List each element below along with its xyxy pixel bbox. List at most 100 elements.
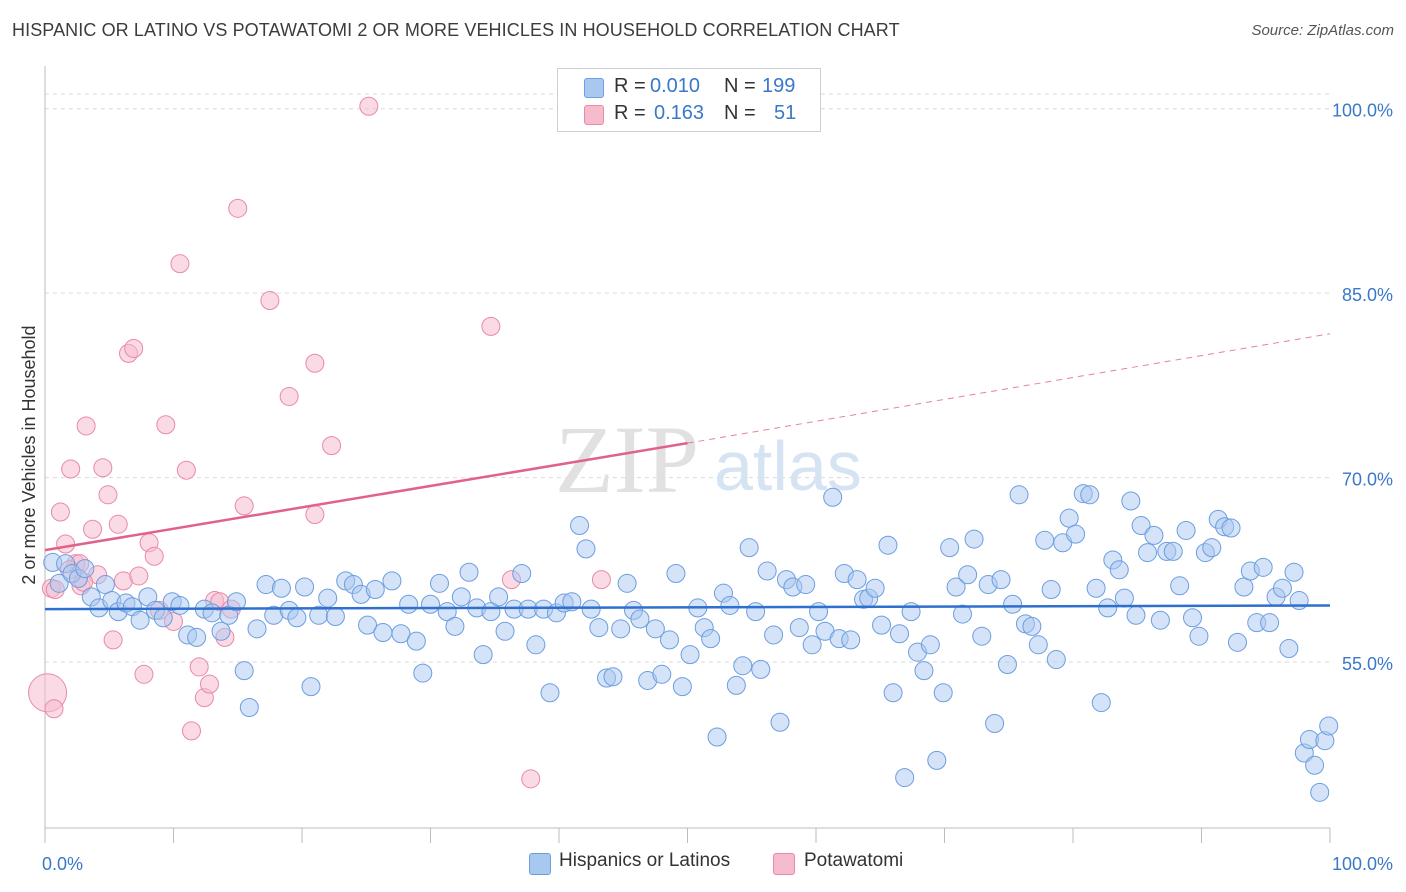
hispanic-point	[1227, 632, 1247, 652]
potawatomi-point	[176, 460, 196, 480]
hispanic-point	[603, 667, 623, 687]
potawatomi-point	[156, 415, 176, 435]
hispanic-point	[459, 562, 479, 582]
hispanic-point	[764, 625, 784, 645]
hispanic-point	[271, 578, 291, 598]
hispanic-point	[365, 579, 385, 599]
hispanic-point	[226, 592, 246, 612]
hispanic-point	[865, 578, 885, 598]
hispanic-point	[373, 623, 393, 643]
hispanic-point	[645, 619, 665, 639]
hispanic-point	[940, 538, 960, 558]
hispanic-point	[1279, 638, 1299, 658]
hispanic-point	[1080, 485, 1100, 505]
potawatomi-point	[189, 657, 209, 677]
potawatomi-point	[124, 338, 144, 358]
potawatomi-point	[305, 353, 325, 373]
hispanic-point	[429, 573, 449, 593]
potawatomi-point	[83, 519, 103, 539]
potawatomi-point	[521, 769, 541, 789]
legend-potawatomi-label: Potawatomi	[804, 850, 904, 871]
chart-title: HISPANIC OR LATINO VS POTAWATOMI 2 OR MO…	[12, 20, 900, 40]
potawatomi-point	[93, 458, 113, 478]
hispanic-point	[878, 535, 898, 555]
potawatomi-point	[103, 630, 123, 650]
potawatomi-point	[170, 254, 190, 274]
hispanic-point	[707, 727, 727, 747]
hispanic-point	[570, 516, 590, 536]
hispanic-point	[1126, 605, 1146, 625]
hispanic-point	[495, 621, 515, 641]
potawatomi-point	[50, 502, 70, 522]
hispanic-point	[666, 563, 686, 583]
hispanic-point	[920, 635, 940, 655]
r-value: 0.010	[650, 75, 701, 97]
hispanic-point	[841, 630, 861, 650]
hispanic-point	[739, 538, 759, 558]
hispanic-point	[512, 563, 532, 583]
hispanic-point	[1272, 578, 1292, 598]
hispanic-point	[382, 571, 402, 591]
hispanic-point	[701, 629, 721, 649]
hispanic-point	[1041, 579, 1061, 599]
potawatomi-swatch	[584, 105, 604, 125]
hispanic-point	[1253, 557, 1273, 577]
hispanic-point	[1170, 576, 1190, 596]
hispanic-point	[358, 615, 378, 635]
hispanic-point	[770, 712, 790, 732]
hispanic-point	[399, 594, 419, 614]
hispanic-point	[796, 575, 816, 595]
hispanic-point	[1028, 635, 1048, 655]
hispanic-point	[1319, 716, 1339, 736]
watermark-zip: ZIP	[555, 406, 699, 513]
legend-potawatomi-swatch	[773, 853, 795, 875]
hispanic-point	[421, 594, 440, 614]
hispanic-swatch	[584, 78, 604, 98]
hispanic-point	[1176, 520, 1196, 540]
hispanic-point	[1260, 613, 1280, 633]
hispanic-point	[49, 573, 69, 593]
hispanic-point	[997, 654, 1017, 674]
hispanic-point	[872, 615, 892, 635]
hispanic-point	[1121, 491, 1141, 511]
hispanic-point	[1310, 782, 1330, 802]
potawatomi-point	[98, 485, 118, 505]
hispanic-point	[789, 618, 809, 638]
hispanic-points	[43, 484, 1339, 802]
hispanic-point	[562, 592, 582, 612]
hispanic-point	[1163, 541, 1183, 561]
hispanic-point	[1189, 626, 1209, 646]
hispanic-point	[847, 570, 867, 590]
hispanic-point	[914, 661, 934, 681]
potawatomi-point	[591, 570, 611, 590]
hispanic-point	[589, 618, 609, 638]
potawatomi-point	[181, 721, 201, 741]
hispanic-point	[301, 677, 321, 697]
n-value: 199	[762, 75, 796, 97]
hispanic-point	[733, 656, 753, 676]
potawatomi-trend-extension	[687, 333, 1331, 444]
n-label: N =	[724, 75, 756, 97]
hispanic-point	[809, 602, 829, 622]
y-tick-label: 55.0%	[1342, 654, 1393, 674]
r-value: 0.163	[654, 102, 705, 124]
hispanic-point	[823, 487, 843, 507]
legend-hispanic-swatch	[529, 853, 551, 875]
potawatomi-point	[322, 436, 342, 456]
hispanic-point	[672, 677, 692, 697]
hispanic-point	[1202, 538, 1222, 558]
hispanic-point	[202, 603, 222, 623]
n-label: N =	[724, 102, 756, 124]
y-axis-label: 2 or more Vehicles in Household	[19, 325, 39, 584]
grid-lines	[45, 93, 1330, 663]
hispanic-point	[75, 559, 95, 579]
hispanic-point	[802, 635, 822, 655]
hispanic-point	[526, 635, 546, 655]
potawatomi-point	[359, 96, 379, 116]
hispanic-point	[325, 607, 345, 627]
hispanic-point	[489, 587, 509, 607]
hispanic-point	[1131, 516, 1151, 536]
hispanic-point	[1221, 518, 1241, 538]
trend-lines	[44, 333, 1331, 611]
hispanic-point	[295, 577, 315, 597]
